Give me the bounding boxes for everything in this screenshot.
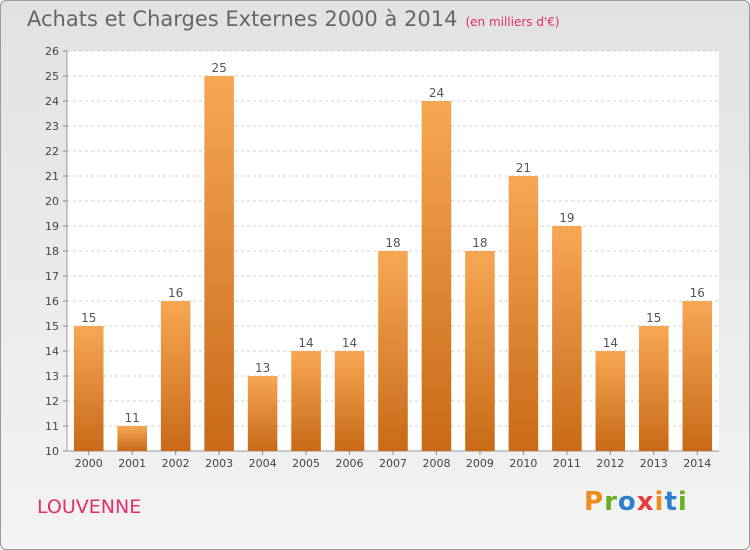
bar-2006 [334,351,365,451]
brand-logo: Proxiti [584,487,688,517]
bar-2012 [595,351,626,451]
data-label-2003: 25 [211,61,226,75]
x-tick-label: 2009 [466,457,494,470]
data-label-2013: 15 [646,311,661,325]
data-label-2001: 11 [125,411,140,425]
bar-2001 [117,426,147,451]
data-label-2002: 16 [168,286,183,300]
y-tick-label: 19 [45,220,59,233]
bar-2002 [160,301,191,451]
y-tick-label: 14 [45,345,59,358]
data-label-2014: 16 [690,286,705,300]
brand-letter: i [654,487,665,517]
x-tick-label: 2012 [596,457,624,470]
x-tick-label: 2004 [249,457,277,470]
x-tick-label: 2006 [336,457,364,470]
y-tick-label: 26 [45,45,59,58]
y-tick-label: 12 [45,395,59,408]
location-label: LOUVENNE [37,496,142,518]
x-tick-label: 2001 [118,457,146,470]
x-tick-label: 2000 [75,457,103,470]
brand-letter: t [664,487,678,517]
x-tick-label: 2007 [379,457,407,470]
y-tick-label: 25 [45,70,59,83]
bar-2003 [204,76,234,451]
data-label-2000: 15 [81,311,96,325]
bar-2011 [552,226,582,451]
brand-letter: P [584,487,605,517]
title-text: Achats et Charges Externes 2000 à 2014 [27,7,458,31]
y-tick-label: 13 [45,370,59,383]
y-tick-label: 22 [45,145,59,158]
data-label-2008: 24 [429,86,444,100]
x-tick-label: 2014 [683,457,711,470]
bar-2014 [682,301,713,451]
brand-letter: x [636,487,655,517]
data-label-2006: 14 [342,336,357,350]
x-tick-label: 2003 [205,457,233,470]
x-tick-label: 2002 [162,457,190,470]
y-tick-label: 18 [45,245,59,258]
data-label-2005: 14 [298,336,313,350]
y-tick-label: 20 [45,195,59,208]
y-tick-label: 23 [45,120,59,133]
bar-2013 [639,326,669,451]
bar-2004 [247,376,278,451]
data-label-2004: 13 [255,361,270,375]
data-label-2007: 18 [385,236,400,250]
y-tick-label: 24 [45,95,59,108]
y-tick-label: 15 [45,320,59,333]
y-tick-label: 17 [45,270,59,283]
y-tick-label: 11 [45,420,59,433]
y-tick-label: 16 [45,295,59,308]
brand-letter: i [677,487,688,517]
x-tick-label: 2013 [640,457,668,470]
y-tick-label: 10 [45,445,59,458]
bar-2008 [421,101,452,451]
chart-subtitle: (en milliers d'€) [465,15,560,29]
brand-letter: o [617,487,637,517]
bar-2005 [291,351,321,451]
x-tick-label: 2011 [553,457,581,470]
data-label-2011: 19 [559,211,574,225]
bar-2010 [508,176,539,451]
bar-2000 [73,326,104,451]
bar-2007 [378,251,408,451]
data-label-2009: 18 [472,236,487,250]
y-tick-label: 21 [45,170,59,183]
x-tick-label: 2010 [509,457,537,470]
x-tick-label: 2005 [292,457,320,470]
chart-title: Achats et Charges Externes 2000 à 2014 (e… [27,7,560,31]
data-label-2010: 21 [516,161,531,175]
x-tick-label: 2008 [422,457,450,470]
brand-letter: r [604,487,618,517]
bar-2009 [465,251,495,451]
data-label-2012: 14 [603,336,618,350]
